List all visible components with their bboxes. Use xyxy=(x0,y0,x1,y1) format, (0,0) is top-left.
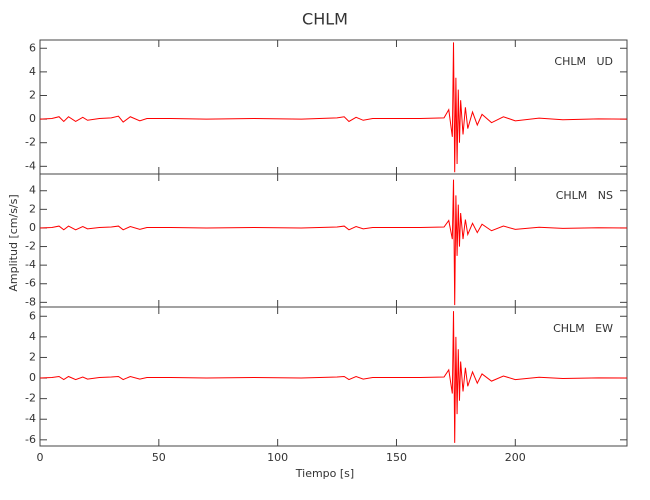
x-tick-label: 50 xyxy=(152,451,166,464)
y-tick-label: 4 xyxy=(29,330,36,343)
panel-frame xyxy=(39,39,628,175)
x-tick-label: 0 xyxy=(37,451,44,464)
x-tick-label: 200 xyxy=(505,451,526,464)
y-axis-label: Amplitud [cm/s/s] xyxy=(7,194,20,291)
panel-frame xyxy=(39,306,628,447)
y-tick-label: 2 xyxy=(29,350,36,363)
panel-annotation: CHLM NS xyxy=(556,189,613,202)
x-tick-label: 150 xyxy=(386,451,407,464)
y-tick-label: 2 xyxy=(29,88,36,101)
x-axis-label: Tiempo [s] xyxy=(295,467,354,480)
y-tick-label: 6 xyxy=(29,41,36,54)
y-tick-label: -4 xyxy=(25,159,36,172)
y-tick-label: -6 xyxy=(25,277,36,290)
y-tick-label: -6 xyxy=(25,433,36,446)
y-tick-label: 4 xyxy=(29,184,36,197)
y-tick-label: 0 xyxy=(29,112,36,125)
y-tick-label: 6 xyxy=(29,309,36,322)
y-tick-label: 2 xyxy=(29,202,36,215)
panel-frame xyxy=(39,173,628,308)
y-tick-label: 4 xyxy=(29,65,36,78)
waveform xyxy=(39,311,628,443)
panel-annotation: CHLM EW xyxy=(553,322,613,335)
y-tick-label: -4 xyxy=(25,412,36,425)
y-tick-label: 0 xyxy=(29,371,36,384)
chart-title: CHLM xyxy=(302,10,348,29)
waveform xyxy=(39,179,628,306)
y-tick-label: -2 xyxy=(25,136,36,149)
x-tick-label: 100 xyxy=(267,451,288,464)
y-tick-label: -4 xyxy=(25,258,36,271)
y-tick-label: 0 xyxy=(29,221,36,234)
y-tick-label: -2 xyxy=(25,392,36,405)
y-tick-label: -8 xyxy=(25,295,36,308)
y-tick-label: -2 xyxy=(25,240,36,253)
waveform xyxy=(39,42,628,173)
panel-annotation: CHLM UD xyxy=(554,55,613,68)
